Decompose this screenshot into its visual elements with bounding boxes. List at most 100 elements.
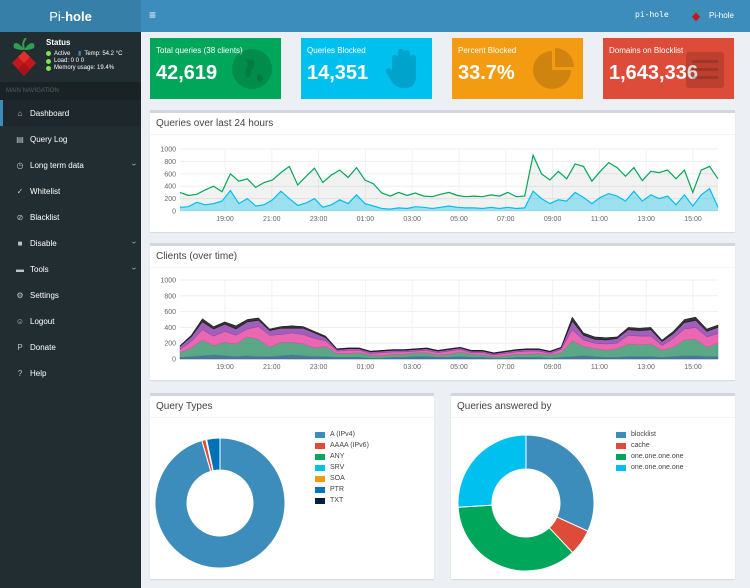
legend-label: cache	[631, 442, 650, 449]
donut-slice[interactable]	[457, 504, 574, 572]
nav-item-dashboard[interactable]: ⌂ Dashboard	[0, 100, 141, 126]
client-area	[179, 316, 719, 354]
status-load: Load: 0 0 0	[54, 58, 85, 64]
donut-slice[interactable]	[206, 437, 221, 472]
nav-label: Disable	[30, 238, 57, 248]
legend-item[interactable]: SRV	[315, 462, 369, 473]
status-temp: Temp: 54.2 °C	[84, 50, 123, 57]
user-menu[interactable]: Pi-hole	[709, 11, 734, 20]
status-title: Status	[46, 38, 71, 47]
x-tick-label: 19:00	[216, 216, 234, 223]
legend-label: blocklist	[631, 431, 656, 438]
nav-label: Settings	[30, 290, 59, 300]
legend-swatch	[315, 464, 325, 471]
stat-total-queries[interactable]: Total queries (38 clients) 42,619	[150, 38, 281, 99]
donut-slice[interactable]	[154, 437, 286, 569]
legend-item[interactable]: blocklist	[616, 429, 684, 440]
legend-label: SRV	[330, 464, 345, 471]
clients-panel: Clients (over time) 1000 800 600 400 200 0 19:…	[150, 243, 735, 380]
nav-item-help[interactable]: ? Help	[0, 360, 141, 386]
brand-suffix: hole	[65, 8, 92, 24]
donut-slice[interactable]	[457, 434, 527, 508]
x-tick-label: 01:00	[357, 364, 375, 371]
nav-item-whitelist[interactable]: ✓ Whitelist	[0, 178, 141, 204]
nav-item-settings[interactable]: ⚙ Settings	[0, 282, 141, 308]
legend-swatch	[616, 431, 626, 438]
stat-queries-blocked[interactable]: Queries Blocked 14,351	[301, 38, 432, 99]
nav-item-donate[interactable]: P Donate	[0, 334, 141, 360]
stat-label: Total queries (38 clients)	[156, 46, 243, 55]
paypal-icon: P	[17, 342, 23, 352]
legend-label: AAAA (IPv6)	[330, 442, 369, 449]
query-types-donut[interactable]	[150, 418, 434, 578]
queries-panel: Queries over last 24 hours 1000 800 600 400…	[150, 110, 735, 232]
x-tick-label: 01:00	[357, 216, 375, 223]
legend-item[interactable]: one.one.one.one	[616, 462, 684, 473]
pie-chart-icon	[533, 48, 574, 89]
file-icon: ▤	[16, 134, 24, 144]
x-tick-label: 21:00	[263, 216, 281, 223]
panel-title: Query Types	[150, 396, 434, 418]
x-tick-label: 15:00	[684, 364, 702, 371]
folder-icon: ▬	[16, 264, 24, 274]
nav-item-query-log[interactable]: ▤ Query Log	[0, 126, 141, 152]
stat-percent-blocked[interactable]: Percent Blocked 33.7%	[452, 38, 583, 99]
brand-logo[interactable]: Pi-hole	[0, 0, 141, 32]
legend-item[interactable]: TXT	[315, 495, 369, 506]
stat-value: 33.7%	[458, 62, 515, 84]
check-circle-icon: ✓	[16, 186, 24, 196]
legend-item[interactable]: cache	[616, 440, 684, 451]
legend-item[interactable]: one.one.one.one	[616, 451, 684, 462]
load-dot-icon	[46, 58, 51, 64]
legend-item[interactable]: A (IPv4)	[315, 429, 369, 440]
nav-label: Dashboard	[30, 108, 70, 118]
thermometer-icon: ▮	[78, 51, 82, 57]
nav-header: MAIN NAVIGATION	[0, 82, 141, 100]
stat-value: 14,351	[307, 62, 369, 84]
legend-item[interactable]: PTR	[315, 484, 369, 495]
legend-label: SOA	[330, 475, 345, 482]
sidebar: Pi-hole Status Active ▮ Temp: 54.2 °C Loa…	[0, 0, 141, 588]
x-tick-label: 23:00	[310, 216, 328, 223]
nav-label: Help	[30, 368, 47, 378]
bars-icon[interactable]: ≡	[149, 8, 157, 22]
status-memory: Memory usage: 19.4%	[54, 65, 115, 71]
x-tick-label: 09:00	[544, 364, 562, 371]
donut-slice[interactable]	[525, 434, 595, 532]
x-tick-label: 03:00	[403, 364, 421, 371]
status-panel: Status Active ▮ Temp: 54.2 °C Load: 0 0 0…	[0, 32, 141, 82]
legend-label: ANY	[330, 453, 345, 460]
answered-donut[interactable]	[451, 418, 735, 578]
y-tick-label: 400	[164, 184, 176, 191]
y-tick-label: 1000	[160, 147, 176, 154]
nav-label: Logout	[30, 316, 55, 326]
query-types-legend: A (IPv4) AAAA (IPv6) ANY SRV SOA PTR TXT	[315, 429, 369, 506]
panel-title: Queries answered by	[451, 396, 735, 418]
clients-chart[interactable]: 1000 800 600 400 200 0 19:00 21:00 23:00 01:00 03:…	[150, 268, 735, 380]
status-active: Active	[54, 50, 71, 57]
pihole-logo-icon	[8, 37, 40, 76]
nav-item-disable[interactable]: ■ Disable ‹	[0, 230, 141, 256]
x-tick-label: 07:00	[497, 216, 515, 223]
legend-item[interactable]: ANY	[315, 451, 369, 462]
top-bar: ≡ pi-hole Pi-hole	[141, 0, 750, 32]
chevron-icon: ‹	[129, 163, 139, 166]
nav-item-tools[interactable]: ▬ Tools ‹	[0, 256, 141, 282]
query-types-panel: Query Types A (IPv4) AAAA (IPv6) ANY SRV SOA…	[150, 393, 434, 579]
user-avatar-icon[interactable]	[689, 8, 703, 22]
queries-chart[interactable]: 1000 800 600 400 200 0 19:00 21:00 23:00 01:00 03:…	[150, 135, 735, 232]
x-tick-label: 15:00	[684, 216, 702, 223]
legend-item[interactable]: SOA	[315, 473, 369, 484]
legend-swatch	[315, 442, 325, 449]
chevron-icon: ‹	[129, 267, 139, 270]
nav-item-long-term-data[interactable]: ◷ Long term data ‹	[0, 152, 141, 178]
nav-item-blacklist[interactable]: ⊘ Blacklist	[0, 204, 141, 230]
y-tick-label: 800	[164, 293, 176, 300]
stat-domains-blocklist[interactable]: Domains on Blocklist 1,643,336	[603, 38, 734, 99]
nav-item-logout[interactable]: ☺ Logout	[0, 308, 141, 334]
home-icon: ⌂	[17, 108, 23, 118]
stat-label: Queries Blocked	[307, 46, 366, 55]
hand-stop-icon	[385, 49, 416, 88]
legend-item[interactable]: AAAA (IPv6)	[315, 440, 369, 451]
answered-panel: Queries answered by blocklist cache one.on…	[451, 393, 735, 579]
